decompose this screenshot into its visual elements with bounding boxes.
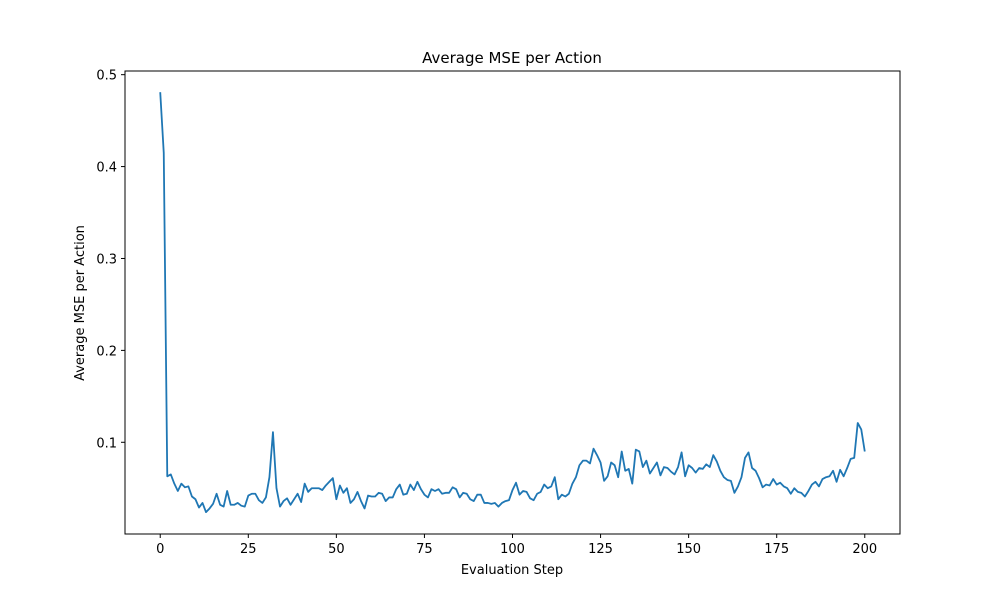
- x-tick-label: 200: [852, 542, 877, 557]
- y-tick-label: 0.3: [96, 252, 117, 267]
- chart-title: Average MSE per Action: [422, 49, 602, 67]
- y-tick-label: 0.1: [96, 436, 117, 451]
- x-tick-label: 75: [416, 542, 433, 557]
- data-line: [159, 92, 866, 514]
- y-axis-label: Average MSE per Action: [73, 225, 88, 381]
- x-tick-label: 0: [156, 542, 164, 557]
- x-tick-label: 150: [676, 542, 701, 557]
- x-tick-label: 175: [764, 542, 789, 557]
- x-tick-label: 50: [328, 542, 345, 557]
- x-tick-label: 100: [500, 542, 525, 557]
- y-tick-label: 0.2: [96, 344, 117, 359]
- y-tick-label: 0.5: [96, 69, 117, 84]
- x-tick-label: 25: [240, 542, 257, 557]
- x-tick-label: 125: [588, 542, 613, 557]
- x-axis-label: Evaluation Step: [461, 563, 563, 578]
- y-tick-label: 0.4: [96, 161, 117, 176]
- plot-frame: [124, 70, 901, 535]
